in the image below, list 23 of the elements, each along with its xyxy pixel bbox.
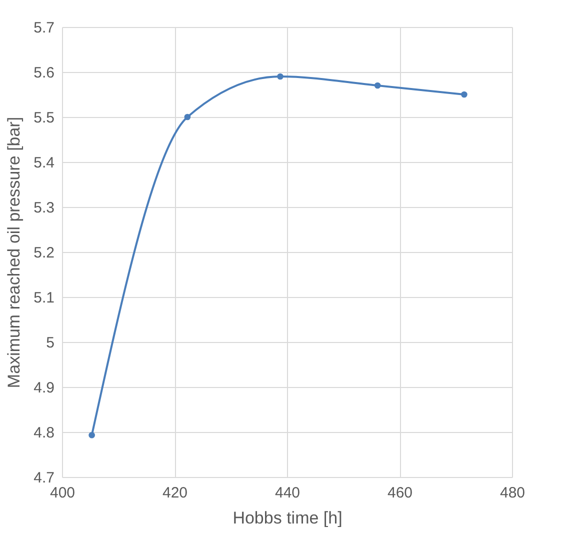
point: [374, 82, 381, 89]
y-tick-label: 5: [46, 334, 54, 352]
y-tick-label: 5.3: [34, 200, 54, 216]
point: [277, 73, 284, 80]
y-tick-label: 5.4: [34, 154, 54, 172]
x-tick-label: 400: [50, 484, 76, 502]
y-tick-label: 5.5: [34, 110, 54, 126]
y-tick-label: 5.1: [34, 290, 54, 306]
y-tick-label: 5.7: [34, 20, 54, 36]
x-axis-title: Hobbs time [h]: [232, 508, 342, 528]
x-tick-label: 460: [387, 484, 413, 502]
y-tick-label: 4.7: [34, 470, 54, 486]
x-tick-label: 440: [274, 484, 300, 502]
y-tick-label: 4.9: [34, 380, 54, 396]
x-tick-label: 420: [162, 484, 188, 502]
point: [184, 114, 191, 120]
x-tick-label: 480: [500, 484, 526, 502]
y-tick-label: 5.6: [34, 64, 54, 82]
point: [461, 91, 468, 98]
point: [88, 432, 95, 438]
y-axis-title: Maximum reached oil pressure [bar]: [4, 116, 24, 388]
y-tick-label: 5.2: [34, 244, 54, 262]
y-tick-label: 4.8: [34, 424, 54, 442]
